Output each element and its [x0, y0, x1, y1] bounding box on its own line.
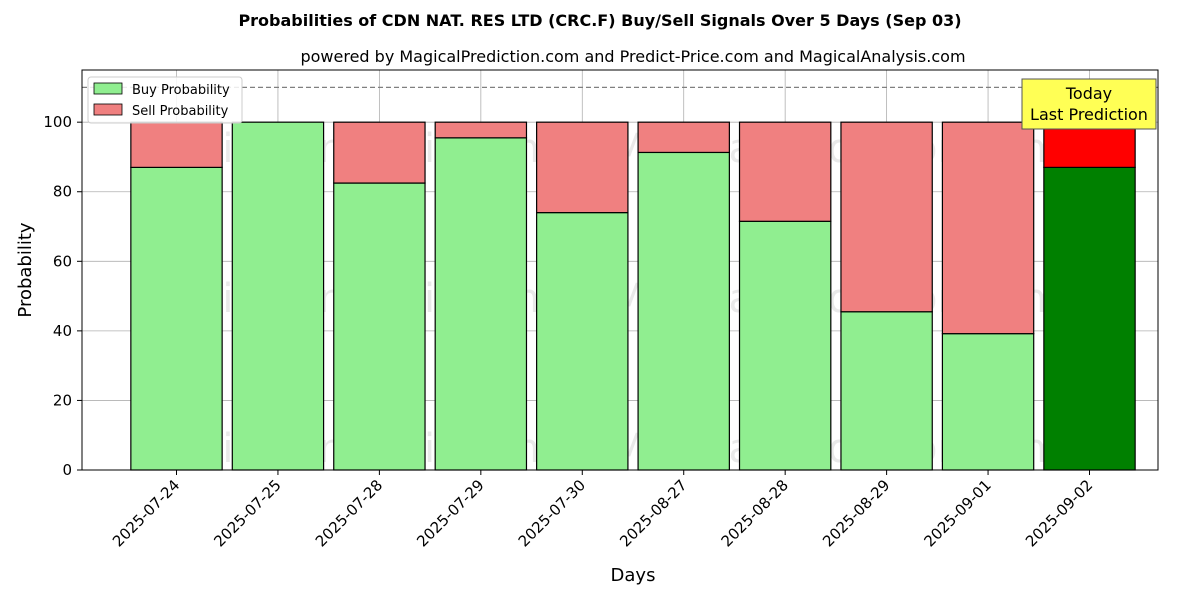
bar-buy-2025-08-27 [637, 151, 730, 471]
plot-frame [81, 69, 1159, 471]
legend-label-buy: Buy Probability [132, 83, 230, 98]
x-tick-label: 2025-08-27 [616, 476, 690, 550]
x-tick-label: 2025-08-29 [819, 476, 893, 550]
legend-label-sell: Sell Probability [132, 104, 229, 119]
chart-title: Probabilities of CDN NAT. RES LTD (CRC.F… [238, 11, 961, 30]
x-tick-label: 2025-09-02 [1022, 476, 1096, 550]
y-tick-label: 100 [43, 113, 72, 131]
y-axis: 0 20 40 60 80 100 [43, 113, 82, 479]
legend-swatch-buy [93, 82, 123, 95]
bar-sell-2025-08-29 [840, 121, 933, 313]
x-axis-label: Days [611, 565, 656, 586]
x-tick-label: 2025-07-24 [109, 476, 183, 550]
y-axis-label: Probability [15, 222, 36, 317]
y-tick-label: 60 [53, 252, 72, 270]
annotation-line-today: Today [1065, 84, 1112, 103]
bar-buy-2025-07-29 [434, 137, 528, 471]
y-tick-label: 80 [53, 183, 72, 201]
bar-sell-2025-08-27 [637, 121, 730, 154]
x-axis: 2025-07-24 2025-07-25 2025-07-28 2025-07-29… [109, 470, 1096, 550]
y-tick-label: 0 [62, 461, 72, 479]
bar-sell-2025-07-30 [536, 121, 629, 214]
bar-sell-2025-07-24 [130, 121, 223, 168]
chart-subtitle: powered by MagicalPrediction.com and Pre… [300, 47, 965, 66]
bar-sell-2025-07-29 [434, 121, 528, 139]
legend-swatch-sell [93, 103, 123, 116]
x-tick-label: 2025-09-01 [921, 476, 995, 550]
bar-buy-2025-07-28 [333, 182, 426, 471]
bar-buy-2025-07-30 [536, 212, 629, 471]
y-tick-label: 40 [53, 322, 72, 340]
bar-buy-2025-09-01 [941, 333, 1035, 471]
x-tick-label: 2025-07-30 [515, 476, 589, 550]
bars [130, 121, 1136, 471]
bar-buy-2025-07-25 [231, 121, 325, 471]
annotation-box [1021, 78, 1157, 130]
legend-box [87, 76, 243, 124]
legend: Buy Probability Sell Probability [87, 76, 243, 124]
x-tick-label: 2025-08-28 [718, 476, 792, 550]
x-tick-label: 2025-07-29 [413, 476, 487, 550]
bar-buy-2025-08-29 [840, 311, 933, 471]
x-tick-label: 2025-07-28 [312, 476, 386, 550]
bar-buy-2025-08-28 [738, 220, 832, 471]
bar-sell-2025-08-28 [738, 121, 832, 222]
today-annotation: Today Last Prediction [1021, 78, 1157, 130]
bar-sell-2025-09-02 [1043, 121, 1136, 168]
x-tick-label: 2025-07-25 [210, 476, 284, 550]
bar-buy-2025-07-24 [130, 166, 223, 471]
bar-sell-2025-09-01 [941, 121, 1035, 335]
bar-sell-2025-07-28 [333, 121, 426, 184]
annotation-line-last-prediction: Last Prediction [1030, 105, 1148, 124]
bar-buy-2025-09-02 [1043, 166, 1136, 471]
y-tick-label: 20 [53, 391, 72, 409]
